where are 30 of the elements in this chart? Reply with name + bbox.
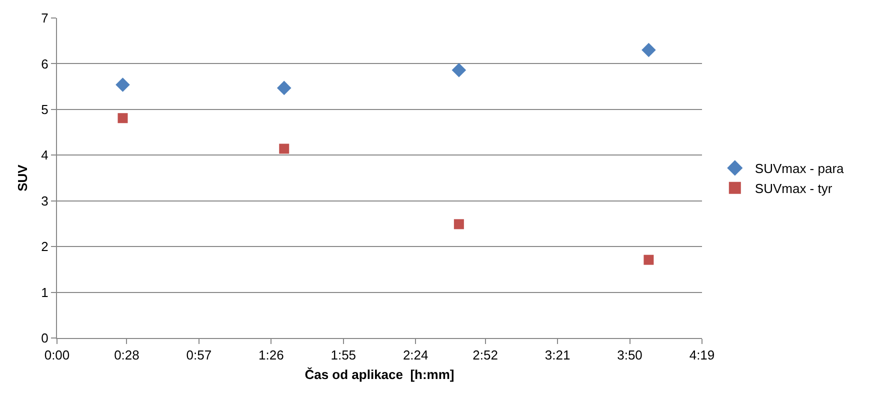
point	[116, 78, 130, 92]
x-tick-label: 3:21	[544, 348, 570, 363]
x-tick-label: 4:19	[689, 348, 715, 363]
x-tick-label: 0:57	[186, 348, 212, 363]
x-tick-label: 3:50	[617, 348, 642, 363]
point	[454, 219, 464, 230]
y-tick-label: 5	[41, 102, 48, 117]
y-tick-label: 7	[41, 10, 48, 26]
point	[118, 113, 128, 124]
point	[276, 80, 292, 96]
y-tick-label: 2	[41, 239, 48, 254]
x-tick-label: 1:26	[258, 348, 284, 363]
x-axis-title: Čas od aplikace [h:mm]	[304, 367, 454, 382]
x-tick-label: 0:00	[44, 348, 70, 363]
point	[279, 144, 290, 154]
y-tick-label: 6	[41, 56, 48, 72]
point	[642, 42, 656, 58]
y-tick-label: 0	[41, 330, 48, 346]
y-axis-title: SUV	[15, 164, 30, 192]
y-tick-label: 1	[41, 284, 48, 300]
point	[452, 62, 466, 78]
legend-label: SUVmax - para	[754, 161, 845, 176]
legend-label: SUVmax - tyr	[754, 180, 833, 196]
x-tick-label: 0:28	[114, 348, 140, 363]
x-tick-label: 2:52	[472, 348, 498, 363]
y-tick-label: 4	[41, 148, 48, 163]
x-tick-label: 2:24	[402, 348, 428, 363]
point	[644, 254, 654, 265]
x-tick-label: 1:55	[330, 348, 356, 363]
y-tick-label: 3	[41, 193, 48, 208]
